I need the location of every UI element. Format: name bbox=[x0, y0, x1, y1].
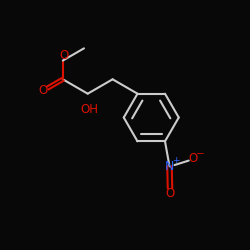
Text: O: O bbox=[165, 187, 174, 200]
Text: +: + bbox=[172, 156, 180, 164]
Text: O: O bbox=[189, 152, 198, 165]
Text: O: O bbox=[60, 48, 69, 62]
Text: O: O bbox=[38, 84, 48, 96]
Text: −: − bbox=[196, 149, 204, 159]
Text: N: N bbox=[165, 160, 174, 173]
Text: OH: OH bbox=[80, 103, 98, 116]
